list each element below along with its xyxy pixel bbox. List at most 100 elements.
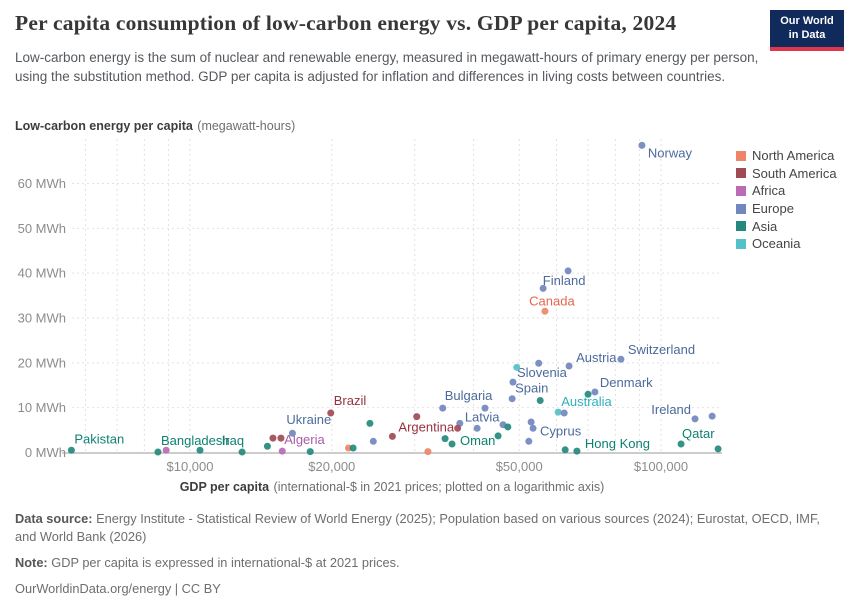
legend-swatch [736,150,746,161]
country-label: Finland [543,273,586,288]
data-point[interactable] [269,434,277,442]
y-tick-label: 10 MWh [18,400,66,415]
country-label: Switzerland [628,342,695,357]
plot-area: 0 MWh 10 MWh 20 MWh 30 MWh 40 MWh 50 MWh 60 MW… [18,139,722,474]
legend-item-oceania[interactable]: Oceania [736,235,837,253]
data-point[interactable] [527,418,535,426]
data-point[interactable] [413,413,421,421]
legend-label: Africa [752,183,786,199]
data-point-ireland[interactable] [691,415,699,423]
country-label: Norway [648,145,693,160]
data-point-switzerland[interactable] [617,355,625,363]
country-label: Hong Kong [585,436,650,451]
legend-label: Asia [752,218,778,234]
data-point[interactable] [369,437,377,445]
data-point-slovenia[interactable] [509,378,517,386]
data-point[interactable] [441,435,449,443]
x-tick-label: $20,000 [308,459,355,474]
data-point[interactable] [535,359,543,367]
license-line[interactable]: OurWorldinData.org/energy | CC BY [15,580,221,596]
legend-swatch [736,221,746,232]
data-point-hong-kong[interactable] [573,447,581,455]
data-point-oman[interactable] [448,440,456,448]
data-point[interactable] [536,396,544,404]
y-tick-label: 30 MWh [18,311,66,326]
legend: North America South America Africa Europe As… [736,147,837,253]
data-point-argentina[interactable] [388,432,396,440]
data-point[interactable] [539,284,547,292]
country-label: Ireland [651,402,691,417]
data-point-finland[interactable] [564,267,572,275]
legend-item-north-america[interactable]: North America [736,147,837,165]
legend-label: South America [752,165,837,181]
x-tick-label: $50,000 [496,459,543,474]
data-point-iraq[interactable] [238,448,246,456]
data-point-algeria[interactable] [278,447,286,455]
data-point-pakistan[interactable] [67,446,75,454]
y-tick-label: 20 MWh [18,355,66,370]
country-label: Argentina [398,419,454,434]
data-point-cyprus[interactable] [529,424,537,432]
data-point[interactable] [473,424,481,432]
chart-subtitle: Low-carbon energy is the sum of nuclear … [15,50,759,84]
owid-logo-line1: Our World [780,15,834,27]
legend-item-africa[interactable]: Africa [736,182,837,200]
data-point[interactable] [263,442,271,450]
legend-label: Oceania [752,236,801,252]
country-label: Spain [515,381,548,396]
legend-swatch [736,203,746,214]
data-point-canada[interactable] [541,307,549,315]
country-label: Canada [529,293,575,308]
data-point-qatar[interactable] [677,440,685,448]
legend-item-europe[interactable]: Europe [736,200,837,218]
data-point[interactable] [708,412,716,420]
data-point[interactable] [513,363,521,371]
data-point[interactable] [349,444,357,452]
data-point-ukraine[interactable] [288,429,296,437]
country-label: Slovenia [517,365,568,380]
data-point-denmark[interactable] [591,388,599,396]
legend-label: Europe [752,201,794,217]
data-point[interactable] [504,423,512,431]
legend-item-south-america[interactable]: South America [736,165,837,183]
data-point-austria[interactable] [565,362,573,370]
legend-label: North America [752,148,835,164]
data-point[interactable] [424,448,432,456]
data-point-norway[interactable] [638,141,646,149]
legend-swatch [736,238,746,249]
x-axis-title: GDP per capita (international-$ in 2021 … [180,478,605,495]
data-point-spain[interactable] [508,395,516,403]
country-label: Bulgaria [445,388,493,403]
data-point[interactable] [481,404,489,412]
owid-logo[interactable]: Our World in Data [770,10,844,51]
y-tick-label: 40 MWh [18,266,66,281]
data-point[interactable] [525,437,533,445]
data-point[interactable] [366,419,374,427]
country-label: Australia [561,394,612,409]
data-point[interactable] [306,448,314,456]
country-label: Bangladesh [161,433,230,448]
data-point-bulgaria[interactable] [439,404,447,412]
data-point-bangladesh[interactable] [154,448,162,456]
data-point[interactable] [196,446,204,454]
data-point[interactable] [494,432,502,440]
country-label: Iraq [222,433,244,448]
country-label: Oman [460,433,495,448]
country-label: Pakistan [74,431,124,446]
data-point[interactable] [454,424,462,432]
data-point[interactable] [162,446,170,454]
data-source-line: Data source: Energy Institute - Statisti… [15,511,820,544]
legend-item-asia[interactable]: Asia [736,217,837,235]
data-point-brazil[interactable] [327,409,335,417]
x-tick-label: $100,000 [634,459,688,474]
legend-swatch [736,168,746,179]
data-point[interactable] [584,390,592,398]
legend-swatch [736,185,746,196]
data-point[interactable] [560,409,568,417]
data-point[interactable] [277,434,285,442]
data-point-australia[interactable] [554,408,562,416]
country-label: Qatar [682,426,715,441]
data-point[interactable] [561,446,569,454]
data-point[interactable] [714,445,722,453]
